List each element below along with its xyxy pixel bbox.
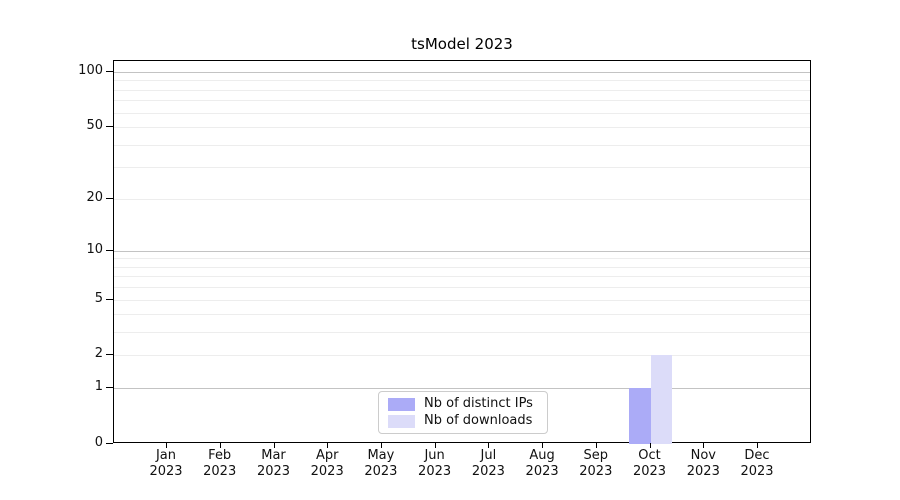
y-tick-mark [106, 387, 113, 389]
y-gridline-minor [114, 355, 810, 357]
x-tick-year: 2023 [632, 464, 667, 479]
x-tick-month: Jul [480, 448, 497, 463]
y-gridline-major [114, 388, 810, 390]
y-gridline-major [114, 72, 810, 73]
y-tick-label: 100 [78, 63, 103, 78]
plot-area [113, 60, 811, 444]
x-tick-label: Jan 2023 [139, 448, 193, 480]
y-tick-label: 0 [94, 435, 103, 450]
x-tick-year: 2023 [525, 464, 559, 479]
x-tick-year: 2023 [256, 464, 291, 479]
y-gridline-minor [114, 287, 810, 289]
legend: Nb of distinct IPs Nb of downloads [378, 391, 548, 434]
x-tick-month: Jun [424, 448, 445, 463]
y-gridline-minor [114, 266, 810, 268]
x-tick-mark [327, 443, 329, 448]
x-tick-month: Jan [155, 448, 177, 463]
y-tick-label: 1 [94, 379, 103, 395]
y-tick-mark [106, 126, 113, 128]
x-tick-mark [757, 443, 758, 448]
x-tick-mark [595, 443, 597, 448]
y-gridline-minor [114, 332, 810, 334]
x-tick-mark [219, 443, 221, 448]
chart-title: tsModel 2023 [411, 35, 513, 53]
y-gridline-minor [114, 127, 810, 129]
y-tick-mark [106, 71, 113, 72]
x-tick-month: Sep [583, 448, 609, 463]
x-tick-year: 2023 [418, 464, 452, 479]
x-tick-label: Jul 2023 [461, 448, 515, 480]
x-tick-month: Feb [208, 448, 232, 463]
x-tick-mark [542, 443, 544, 448]
x-tick-label: Feb 2023 [193, 448, 247, 480]
legend-swatch-downloads [388, 414, 415, 428]
x-tick-mark [488, 443, 490, 448]
x-tick-year: 2023 [203, 464, 237, 479]
y-gridline-minor [114, 198, 810, 200]
x-tick-label: Oct 2023 [623, 448, 677, 480]
bar-downloads [650, 355, 672, 444]
y-gridline-minor [114, 80, 810, 82]
x-tick-mark [273, 443, 275, 448]
x-tick-month: Apr [315, 448, 339, 463]
x-tick-year: 2023 [686, 464, 720, 479]
y-tick-label: 20 [86, 189, 103, 205]
y-tick-mark [106, 298, 113, 300]
legend-item-downloads: Nb of downloads [388, 414, 539, 428]
y-gridline-minor [114, 144, 810, 146]
y-gridline-minor [114, 258, 810, 260]
x-tick-mark [380, 443, 382, 448]
legend-item-distinct-ips: Nb of distinct IPs [388, 397, 539, 411]
x-tick-year: 2023 [579, 464, 613, 479]
x-tick-month: Aug [529, 448, 555, 463]
y-gridline-minor [114, 299, 810, 301]
y-tick-mark [106, 354, 113, 356]
y-gridline-minor [114, 112, 810, 114]
y-tick-label: 2 [94, 346, 103, 362]
x-tick-label: Sep 2023 [569, 448, 623, 480]
x-tick-year: 2023 [364, 464, 398, 479]
legend-swatch-distinct-ips [388, 397, 415, 411]
y-gridline-minor [114, 167, 810, 169]
x-tick-year: 2023 [310, 464, 344, 479]
y-tick-label: 5 [94, 290, 103, 306]
y-gridline-minor [114, 100, 810, 102]
legend-label-downloads: Nb of downloads [424, 413, 533, 428]
x-tick-month: Dec [744, 448, 770, 463]
x-tick-label: May 2023 [354, 448, 408, 480]
bar-distinct-ips [629, 388, 651, 444]
x-tick-year: 2023 [471, 464, 505, 479]
y-gridline-minor [114, 276, 810, 278]
x-tick-month: May [367, 448, 395, 463]
y-gridline-minor [114, 314, 810, 316]
x-tick-mark [166, 443, 167, 448]
x-tick-month: Oct [638, 448, 661, 463]
y-tick-mark [106, 249, 113, 251]
x-tick-label: Dec 2023 [730, 448, 784, 480]
y-gridline-major [114, 250, 810, 252]
y-tick-mark [106, 443, 113, 444]
x-tick-label: Nov 2023 [676, 448, 730, 480]
x-tick-label: Mar 2023 [247, 448, 301, 480]
x-tick-month: Nov [690, 448, 716, 463]
y-gridline-minor [114, 89, 810, 91]
x-tick-mark [649, 443, 651, 448]
y-tick-mark [106, 197, 113, 199]
x-tick-year: 2023 [740, 464, 774, 479]
y-tick-label: 10 [86, 241, 103, 257]
x-tick-label: Apr 2023 [300, 448, 354, 480]
x-tick-year: 2023 [149, 464, 183, 479]
x-tick-label: Jun 2023 [408, 448, 462, 480]
y-tick-label: 50 [86, 118, 103, 134]
legend-label-distinct-ips: Nb of distinct IPs [424, 396, 533, 411]
x-tick-month: Mar [261, 448, 286, 463]
x-tick-label: Aug 2023 [515, 448, 569, 480]
x-tick-mark [703, 443, 705, 448]
x-tick-mark [434, 443, 436, 448]
